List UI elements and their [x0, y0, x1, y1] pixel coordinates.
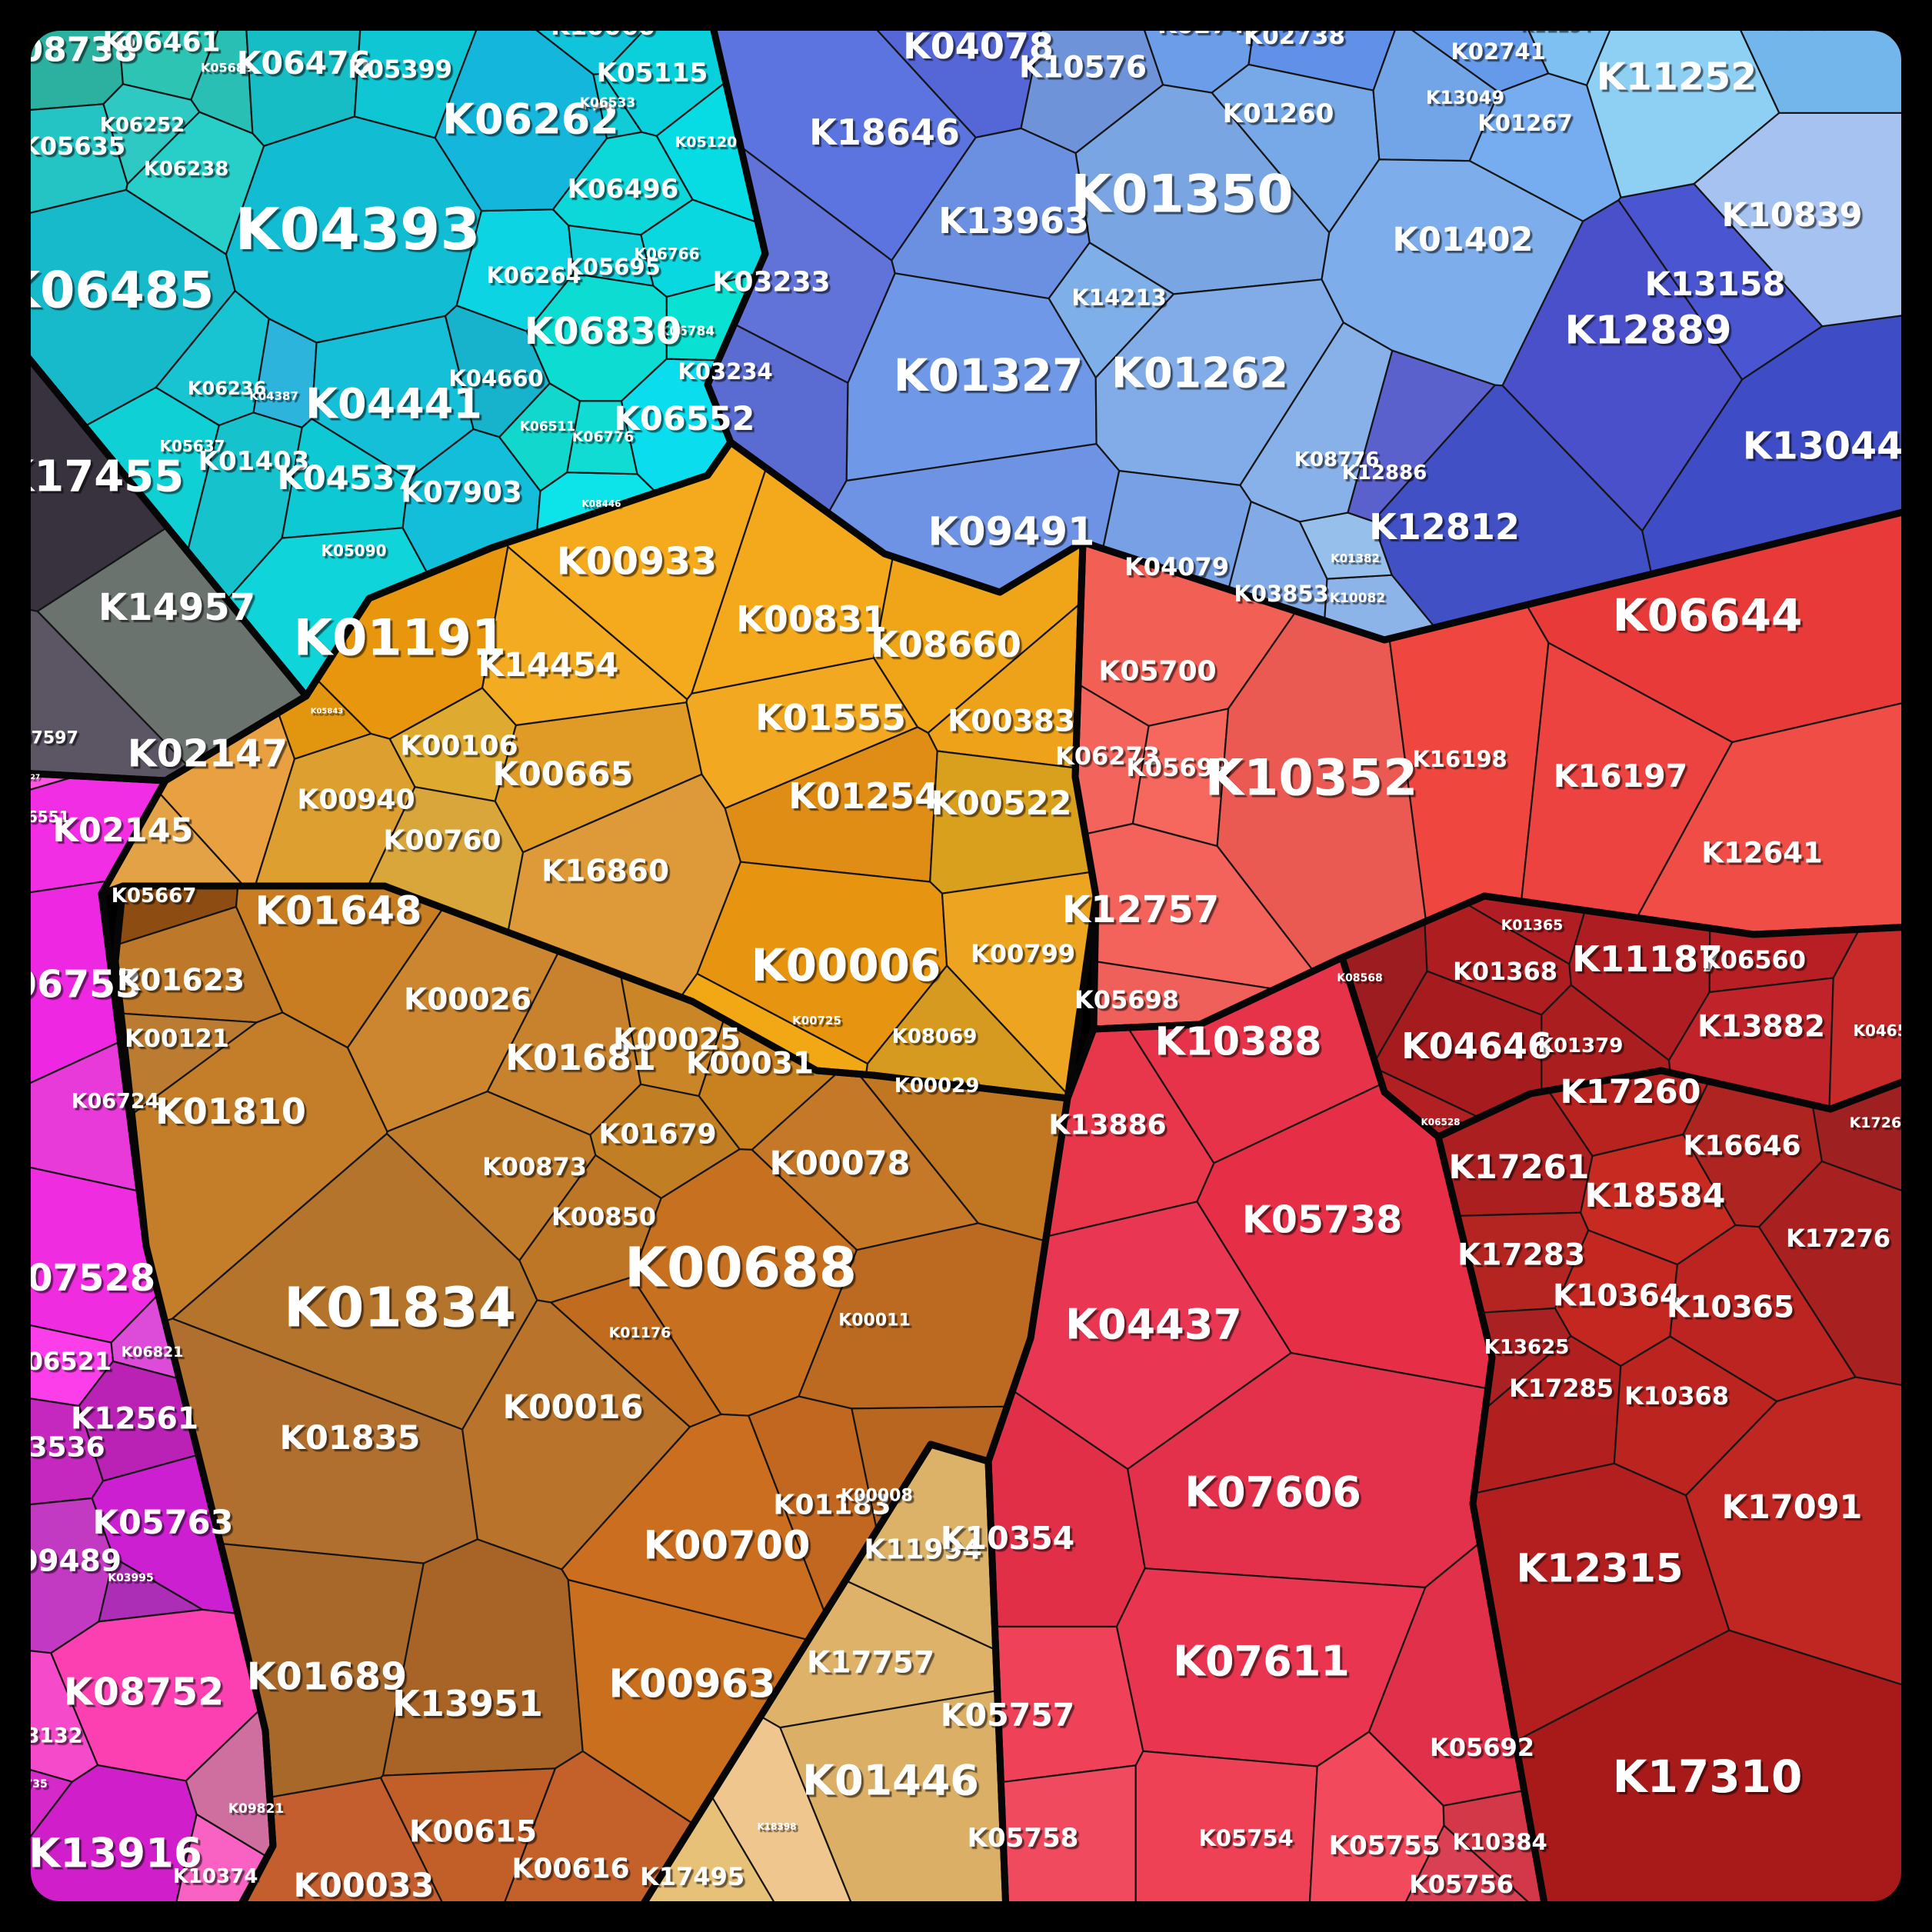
cell-K05757[interactable]	[994, 1625, 1144, 1784]
cell-K00700[interactable]	[561, 1413, 826, 1641]
cell-K14454[interactable]	[481, 545, 688, 727]
cell-K05695[interactable]	[568, 225, 655, 287]
cell-K01555[interactable]	[685, 657, 919, 810]
group-outlines-layer	[16, 16, 1916, 1916]
group-outline-crimson-bottommid	[984, 954, 1550, 1916]
cell-K05758[interactable]	[1000, 1764, 1137, 1914]
cell-K05754[interactable]	[1134, 1750, 1318, 1914]
cell-K00522[interactable]	[929, 750, 1093, 894]
cells-layer	[18, 18, 1914, 1914]
